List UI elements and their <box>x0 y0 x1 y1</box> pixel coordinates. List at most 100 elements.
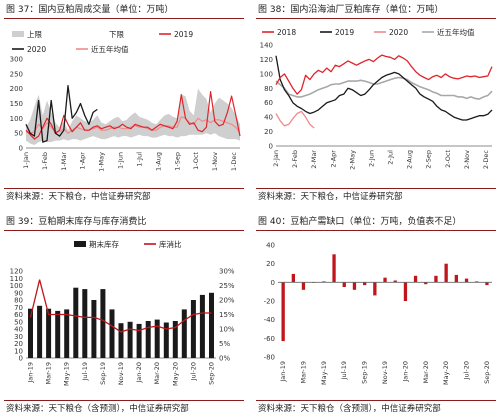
y-tick-label: 250 <box>10 70 23 78</box>
x-tick-label: Sep-19 <box>99 362 107 385</box>
bar-supply-gap <box>352 282 357 290</box>
bar-ending-stock <box>145 321 151 358</box>
bar-ending-stock <box>154 319 160 358</box>
chart-source: 资料来源：天下粮仓（含预测），中信证券研究部 <box>4 400 244 416</box>
x-tick-label: May-20 <box>442 361 450 385</box>
bar-supply-gap <box>373 282 377 296</box>
series-2019 <box>275 55 493 121</box>
chart-title: 图 38：国内沿海油厂豆粕库存（单位：万吨） <box>256 2 496 19</box>
x-tick-label: 2-Jan <box>272 150 280 167</box>
y-tick-label: 200 <box>10 85 23 93</box>
legend-ending-stock: 期末库存 <box>89 239 119 249</box>
bar-ending-stock <box>64 309 70 358</box>
y2-tick-label: 0% <box>219 355 230 363</box>
x-tick-label: Sep-19 <box>361 361 369 384</box>
x-tick-label: Jul-19 <box>81 362 89 381</box>
bar-ending-stock <box>190 300 196 358</box>
y-tick-label: 20 <box>266 260 275 268</box>
x-tick-label: 1-Sep <box>173 152 181 171</box>
x-tick-label: Jul-20 <box>463 361 471 380</box>
x-tick-label: 1-Feb <box>41 152 49 170</box>
x-tick-label: Jan-20 <box>401 361 409 383</box>
series-2020 <box>275 110 315 129</box>
y-tick-label: 90 <box>14 289 23 297</box>
y-tick-label: 70 <box>14 304 23 312</box>
bar-supply-gap <box>454 274 458 283</box>
bar-supply-gap <box>403 282 408 301</box>
y2-tick-label: 30% <box>219 268 235 276</box>
x-tick-label: May-19 <box>63 362 71 386</box>
bar-ending-stock <box>172 321 178 358</box>
bar-supply-gap <box>424 282 428 285</box>
legend-2019: 2019 <box>174 30 193 39</box>
bar-ending-stock <box>109 309 115 358</box>
y-tick-label: 50 <box>14 130 23 138</box>
y-tick-label: 100 <box>10 115 23 123</box>
x-tick-label: 1-Apr <box>79 152 87 170</box>
chart-source: 资料来源：天下粮仓（含预测），中信证券研究部 <box>256 400 496 416</box>
bar-ending-stock <box>73 287 79 358</box>
y-tick-label: 100 <box>260 70 273 78</box>
x-tick-label: 2-Apr <box>329 150 337 168</box>
chart-title: 图 39：豆粕期末库存与库存消费比 <box>4 214 244 231</box>
y-tick-label: 120 <box>10 268 23 276</box>
bar-supply-gap <box>464 278 469 283</box>
bar-supply-gap <box>434 275 438 283</box>
y-tick-label: 80 <box>14 297 23 305</box>
x-tick-label: Jan-19 <box>27 362 35 384</box>
bar-ending-stock <box>127 321 133 359</box>
bar-ending-stock <box>163 322 169 358</box>
legend-lower-swatch <box>94 31 106 37</box>
bar-ending-stock <box>28 308 33 358</box>
x-tick-label: Sep-20 <box>483 361 491 384</box>
x-tick-label: 1-May <box>98 152 106 172</box>
chart-source: 资料来源：天下粮仓，中信证券研究部 <box>4 188 244 204</box>
chart-weekly-volume: 上限 下限 2019 2020 近五年均值 0 50 100 150 200 250 300 1-Jan… <box>10 30 241 172</box>
x-tick-label: 2-May <box>348 150 356 170</box>
x-tick-label: 1-Oct <box>192 152 200 170</box>
series-2018 <box>275 54 493 95</box>
x-tick-label: 2-Aug <box>406 150 414 169</box>
x-tick-label: 2-Mar <box>310 150 318 169</box>
x-tick-label: Jan-20 <box>135 362 143 384</box>
legend-avg: 近五年均值 <box>437 27 475 37</box>
chart-source: 资料来源：天下粮仓，中信证券研究部 <box>256 188 496 204</box>
y2-tick-label: 25% <box>219 282 235 290</box>
y-tick-label: 10 <box>14 347 23 355</box>
x-tick-label: 2-Jun <box>367 150 375 167</box>
bar-ending-stock <box>118 323 124 358</box>
y-tick-label: 60 <box>14 311 23 319</box>
x-tick-label: May-19 <box>320 361 328 385</box>
chart-panel-weekly-volume: 图 37：国内豆粕周成交量（单位：万吨） 上限 下限 2019 2020 近五年均值 0 5… <box>4 2 244 206</box>
series-2020 <box>25 85 98 143</box>
x-tick-label: 1-Jan <box>22 152 30 169</box>
y-tick-label: 0 <box>271 279 275 287</box>
x-tick-label: Mar-20 <box>422 361 430 383</box>
chart-supply-gap: -80 -60 -40 -20 0 20 40 Jan-19 Mar-19 May-19 Jul-1… <box>264 242 492 385</box>
x-tick-label: 2-Jul <box>387 150 395 165</box>
y-tick-label: 0 <box>19 145 23 153</box>
legend-lower: 下限 <box>109 30 124 39</box>
x-tick-label: Jul-20 <box>189 362 197 381</box>
bar-supply-gap <box>291 273 295 283</box>
y-tick-label: 60 <box>264 99 273 107</box>
y-tick-label: 40 <box>266 242 275 250</box>
bar-supply-gap <box>342 282 346 287</box>
x-tick-label: Jul-19 <box>340 361 348 380</box>
x-tick-label: 1-Jul <box>135 152 143 167</box>
bar-supply-gap <box>413 275 418 283</box>
x-tick-label: 2-Oct <box>444 150 452 168</box>
bar-supply-gap <box>332 254 336 283</box>
bar-ending-stock <box>100 289 106 358</box>
x-tick-label: 1-Mar <box>60 152 68 171</box>
bar-ending-stock <box>55 310 61 358</box>
x-tick-label: May-20 <box>171 362 179 386</box>
x-tick-label: 1-Jun <box>117 152 125 169</box>
x-tick-label: 1-Nov <box>211 152 219 171</box>
y-tick-label: 50 <box>14 318 23 326</box>
chart-title: 图 37：国内豆粕周成交量（单位：万吨） <box>4 2 244 19</box>
y-tick-label: 80 <box>264 85 273 93</box>
x-tick-label: Mar-19 <box>45 362 53 384</box>
y-tick-label: 100 <box>10 282 23 290</box>
